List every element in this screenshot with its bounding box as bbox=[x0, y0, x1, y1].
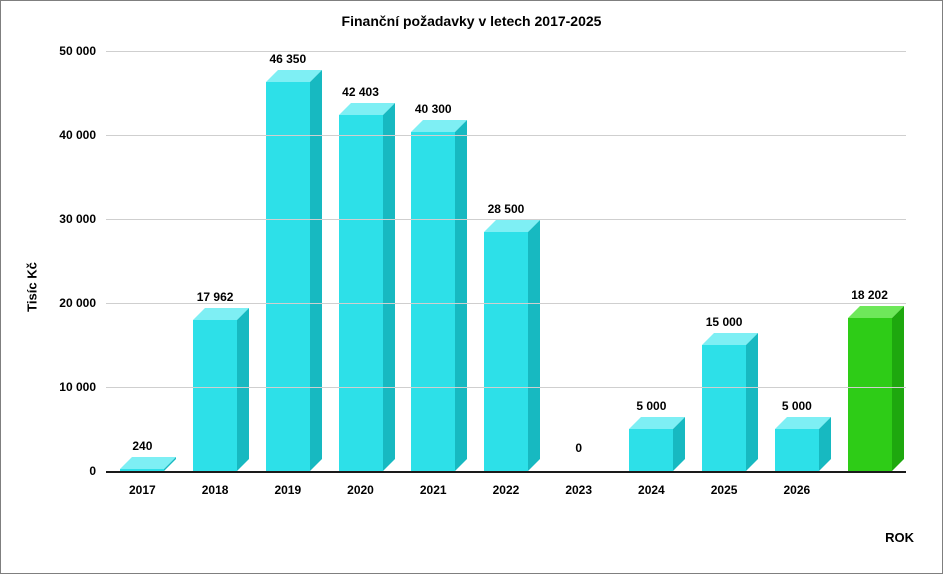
x-tick-label: 2019 bbox=[274, 483, 301, 497]
bar-slot: 2402017 bbox=[106, 51, 179, 471]
bar-front bbox=[702, 345, 746, 471]
bar-side-face bbox=[455, 120, 467, 471]
bar-front bbox=[266, 82, 310, 471]
chart-frame: Finanční požadavky v letech 2017-2025 Ti… bbox=[0, 0, 943, 574]
x-tick-label: 2017 bbox=[129, 483, 156, 497]
bar: 40 300 bbox=[411, 132, 455, 471]
bar-value-label: 5 000 bbox=[636, 399, 666, 413]
bar-side-face bbox=[673, 417, 685, 471]
bar-value-label: 40 300 bbox=[415, 102, 452, 116]
x-tick-label: 2020 bbox=[347, 483, 374, 497]
bars-container: 240201717 962201846 350201942 403202040 … bbox=[106, 51, 906, 471]
bar-top-face bbox=[120, 457, 176, 469]
plot-area: 240201717 962201846 350201942 403202040 … bbox=[106, 51, 906, 473]
bar-side-face bbox=[892, 306, 904, 471]
bar: 5 000 bbox=[775, 429, 819, 471]
bar: 15 000 bbox=[702, 345, 746, 471]
bar-slot: 5 0002024 bbox=[615, 51, 688, 471]
bar: 42 403 bbox=[339, 115, 383, 471]
bar-side-face bbox=[310, 70, 322, 471]
bar-value-label: 18 202 bbox=[851, 288, 888, 302]
bar: 240 bbox=[120, 469, 164, 471]
bar-front bbox=[120, 469, 164, 471]
bar-side-face bbox=[746, 333, 758, 471]
bar-slot: 46 3502019 bbox=[251, 51, 324, 471]
bar-side-face bbox=[383, 103, 395, 471]
x-tick-label: 2024 bbox=[638, 483, 665, 497]
bar-slot: 17 9622018 bbox=[179, 51, 252, 471]
x-tick-label: 2025 bbox=[711, 483, 738, 497]
bar-front bbox=[629, 429, 673, 471]
bar-value-label: 28 500 bbox=[488, 202, 525, 216]
x-tick-label: 2023 bbox=[565, 483, 592, 497]
bar-front bbox=[848, 318, 892, 471]
y-tick-label: 50 000 bbox=[59, 44, 96, 58]
bar-front bbox=[484, 232, 528, 471]
bar-slot: 18 202 bbox=[833, 51, 906, 471]
bar-slot: 15 0002025 bbox=[688, 51, 761, 471]
bar-front bbox=[339, 115, 383, 471]
bar-front bbox=[411, 132, 455, 471]
y-tick-label: 0 bbox=[89, 464, 96, 478]
x-tick-label: 2018 bbox=[202, 483, 229, 497]
x-tick-label: 2026 bbox=[783, 483, 810, 497]
bar-front bbox=[775, 429, 819, 471]
y-tick-label: 10 000 bbox=[59, 380, 96, 394]
grid-line bbox=[106, 135, 906, 136]
bar-slot: 5 0002026 bbox=[760, 51, 833, 471]
bar-slot: 28 5002022 bbox=[470, 51, 543, 471]
y-axis-label: Tisíc Kč bbox=[24, 262, 39, 312]
y-tick-label: 40 000 bbox=[59, 128, 96, 142]
bar-side-face bbox=[237, 308, 249, 471]
bar-side-face bbox=[528, 220, 540, 471]
grid-line bbox=[106, 387, 906, 388]
bar-value-label: 15 000 bbox=[706, 315, 743, 329]
bar-value-label: 46 350 bbox=[269, 52, 306, 66]
bar-value-label: 240 bbox=[132, 439, 152, 453]
bar: 18 202 bbox=[848, 318, 892, 471]
bar: 28 500 bbox=[484, 232, 528, 471]
bar-slot: 02023 bbox=[542, 51, 615, 471]
bar-front bbox=[193, 320, 237, 471]
x-axis-label: ROK bbox=[885, 530, 914, 545]
bar: 17 962 bbox=[193, 320, 237, 471]
bar-value-label: 42 403 bbox=[342, 85, 379, 99]
chart-title: Finanční požadavky v letech 2017-2025 bbox=[1, 13, 942, 29]
x-tick-label: 2022 bbox=[493, 483, 520, 497]
y-tick-label: 20 000 bbox=[59, 296, 96, 310]
bar: 46 350 bbox=[266, 82, 310, 471]
grid-line bbox=[106, 51, 906, 52]
bar-value-label: 0 bbox=[575, 441, 582, 455]
bar-slot: 42 4032020 bbox=[324, 51, 397, 471]
bar-value-label: 5 000 bbox=[782, 399, 812, 413]
bar: 5 000 bbox=[629, 429, 673, 471]
grid-line bbox=[106, 219, 906, 220]
grid-line bbox=[106, 303, 906, 304]
bar-slot: 40 3002021 bbox=[397, 51, 470, 471]
y-tick-label: 30 000 bbox=[59, 212, 96, 226]
x-tick-label: 2021 bbox=[420, 483, 447, 497]
